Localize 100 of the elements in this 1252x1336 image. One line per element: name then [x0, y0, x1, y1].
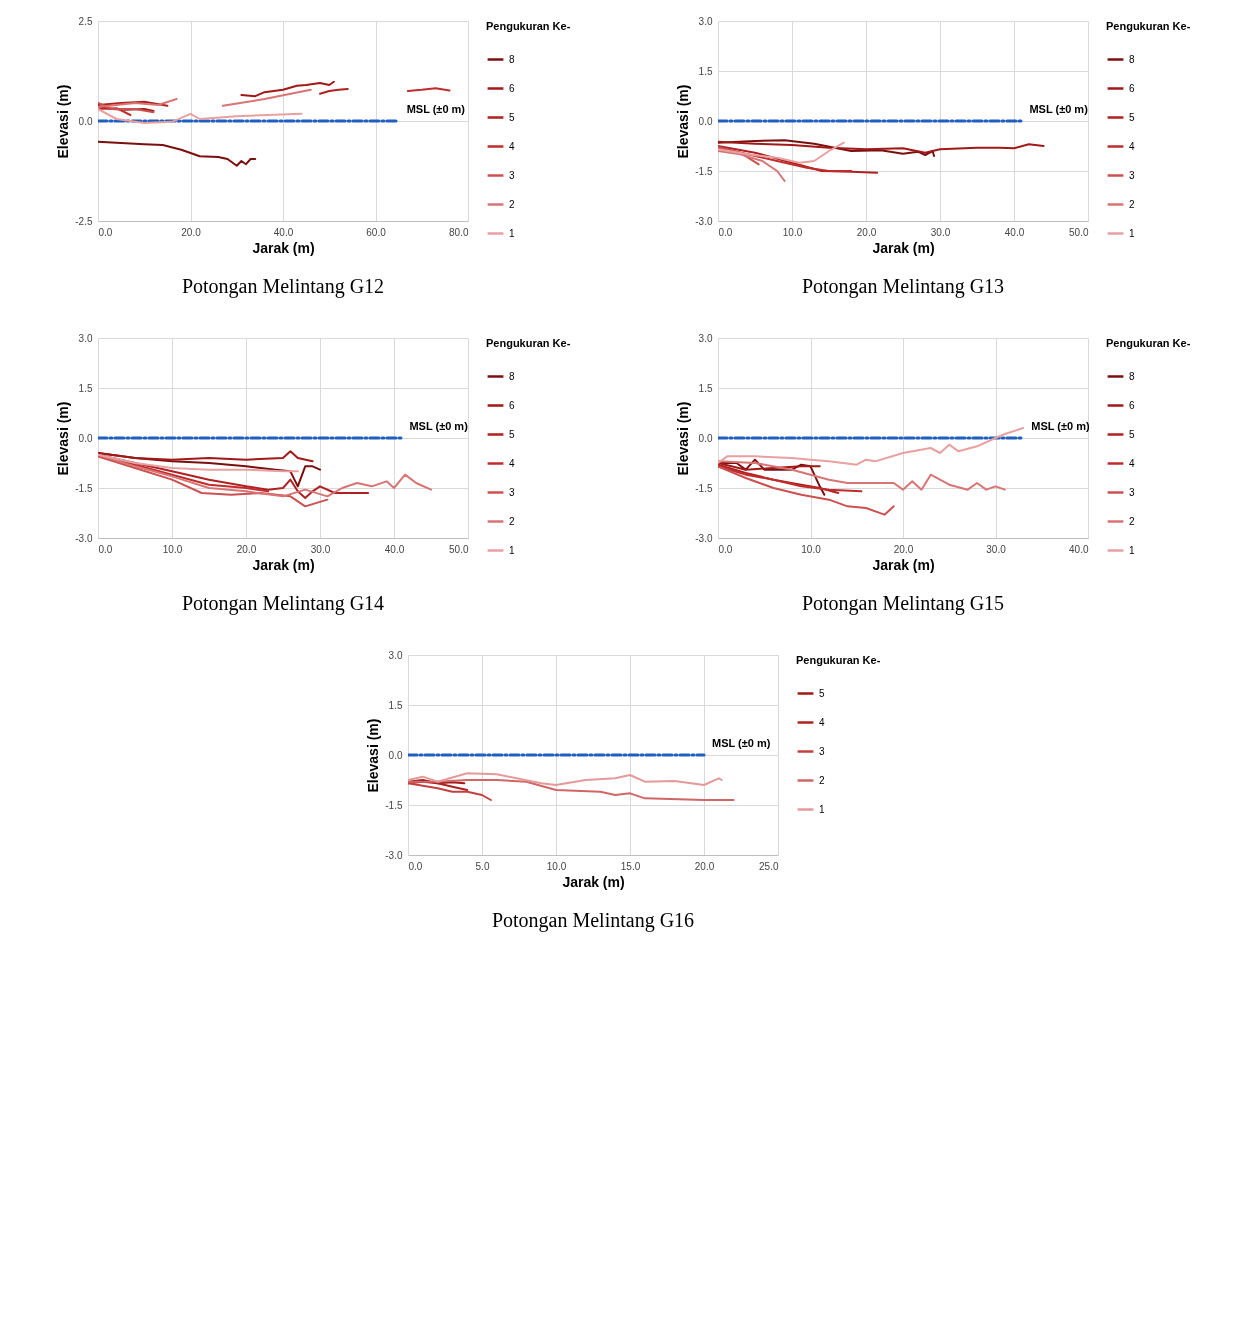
text: Potongan Melintang G16	[491, 909, 694, 932]
y-axis-title: Elevasi (m)	[54, 84, 71, 159]
y-tick-label: -1.5	[694, 165, 713, 177]
legend-title: Pengukuran Ke-	[1105, 337, 1191, 349]
x-tick-label: 20.0	[180, 226, 201, 238]
legend-label: 4	[818, 716, 825, 728]
y-tick-label: 0.0	[698, 115, 713, 127]
annotation: MSL (±0 m)	[711, 737, 771, 749]
legend-label: 6	[508, 82, 515, 94]
x-tick-label: 0.0	[98, 543, 113, 555]
legend-label: 5	[508, 428, 515, 440]
text: Potongan Melintang G12	[181, 275, 384, 298]
x-axis-title: Jarak (m)	[251, 556, 315, 573]
y-tick-label: 1.5	[78, 382, 93, 394]
y-tick-label: 3.0	[78, 332, 93, 344]
legend-label: 3	[818, 745, 825, 757]
y-axis-title: Elevasi (m)	[364, 718, 381, 793]
annotation: MSL (±0 m)	[406, 103, 465, 115]
x-tick-label: 30.0	[310, 543, 331, 555]
y-tick-label: 3.0	[698, 15, 713, 27]
y-tick-label: -1.5	[74, 482, 93, 494]
legend-label: 1	[1128, 544, 1135, 556]
y-tick-label: -3.0	[74, 532, 93, 544]
y-tick-label: 1.5	[698, 65, 713, 77]
x-tick-label: 0.0	[718, 226, 733, 238]
legend-label: 1	[818, 803, 825, 815]
legend-label: 2	[1128, 515, 1135, 527]
y-tick-label: 0.0	[388, 749, 403, 761]
x-tick-label: 60.0	[365, 226, 386, 238]
y-tick-label: 0.0	[78, 432, 93, 444]
x-axis-title: Jarak (m)	[251, 239, 315, 256]
x-tick-label: 20.0	[236, 543, 257, 555]
legend-label: 6	[1128, 399, 1135, 411]
legend-label: 1	[1128, 227, 1135, 239]
x-tick-label: 0.0	[98, 226, 113, 238]
legend-label: 2	[508, 515, 515, 527]
text: Potongan Melintang G13	[801, 275, 1004, 298]
x-tick-label: 30.0	[985, 543, 1006, 555]
x-tick-label: 40.0	[1004, 226, 1025, 238]
annotation: MSL (±0 m)	[408, 420, 468, 432]
legend-label: 8	[1128, 370, 1135, 382]
x-axis-title: Jarak (m)	[871, 239, 935, 256]
annotation: MSL (±0 m)	[1028, 103, 1088, 115]
legend-label: 6	[1128, 82, 1135, 94]
legend-label: 1	[508, 227, 515, 239]
y-tick-label: 3.0	[388, 649, 403, 661]
x-tick-label: 10.0	[800, 543, 821, 555]
legend-label: 4	[508, 457, 515, 469]
legend-label: 8	[1128, 53, 1135, 65]
x-tick-label: 0.0	[408, 860, 423, 872]
legend-label: 8	[508, 53, 515, 65]
legend-label: 4	[508, 140, 515, 152]
legend-title: Pengukuran Ke-	[1105, 20, 1191, 32]
x-tick-label: 5.0	[475, 860, 490, 872]
y-tick-label: -2.5	[74, 215, 93, 227]
x-tick-label: 15.0	[620, 860, 641, 872]
y-axis-title: Elevasi (m)	[674, 84, 691, 159]
legend-label: 6	[508, 399, 515, 411]
y-axis-title: Elevasi (m)	[54, 401, 71, 476]
text: Potongan Melintang G14	[181, 592, 384, 615]
legend-label: 5	[508, 111, 515, 123]
legend-label: 5	[1128, 428, 1135, 440]
x-tick-label: 50.0	[448, 543, 469, 555]
y-tick-label: 1.5	[388, 699, 403, 711]
legend-label: 3	[1128, 169, 1135, 181]
y-tick-label: -3.0	[694, 215, 713, 227]
y-tick-label: -1.5	[694, 482, 713, 494]
legend-label: 3	[508, 486, 515, 498]
x-tick-label: 10.0	[162, 543, 183, 555]
legend-title: Pengukuran Ke-	[485, 337, 571, 349]
legend-label: 3	[508, 169, 515, 181]
y-tick-label: 2.5	[78, 15, 93, 27]
y-tick-label: 1.5	[698, 382, 713, 394]
x-tick-label: 40.0	[273, 226, 294, 238]
y-tick-label: 3.0	[698, 332, 713, 344]
legend-label: 3	[1128, 486, 1135, 498]
x-tick-label: 0.0	[718, 543, 733, 555]
x-tick-label: 80.0	[448, 226, 469, 238]
legend-label: 4	[1128, 457, 1135, 469]
y-tick-label: -3.0	[694, 532, 713, 544]
legend-label: 2	[508, 198, 515, 210]
legend-label: 2	[1128, 198, 1135, 210]
legend-label: 1	[508, 544, 515, 556]
x-tick-label: 25.0	[758, 860, 779, 872]
legend-label: 2	[818, 774, 825, 786]
legend-title: Pengukuran Ke-	[795, 654, 881, 666]
legend-label: 5	[818, 687, 825, 699]
x-tick-label: 40.0	[1068, 543, 1089, 555]
y-axis-title: Elevasi (m)	[674, 401, 691, 476]
y-tick-label: -1.5	[384, 799, 403, 811]
x-tick-label: 10.0	[782, 226, 803, 238]
legend-label: 5	[1128, 111, 1135, 123]
x-axis-title: Jarak (m)	[871, 556, 935, 573]
legend-label: 4	[1128, 140, 1135, 152]
x-tick-label: 50.0	[1068, 226, 1089, 238]
x-tick-label: 10.0	[546, 860, 567, 872]
x-tick-label: 30.0	[930, 226, 951, 238]
x-tick-label: 20.0	[694, 860, 715, 872]
x-axis-title: Jarak (m)	[561, 873, 625, 890]
y-tick-label: 0.0	[78, 115, 93, 127]
